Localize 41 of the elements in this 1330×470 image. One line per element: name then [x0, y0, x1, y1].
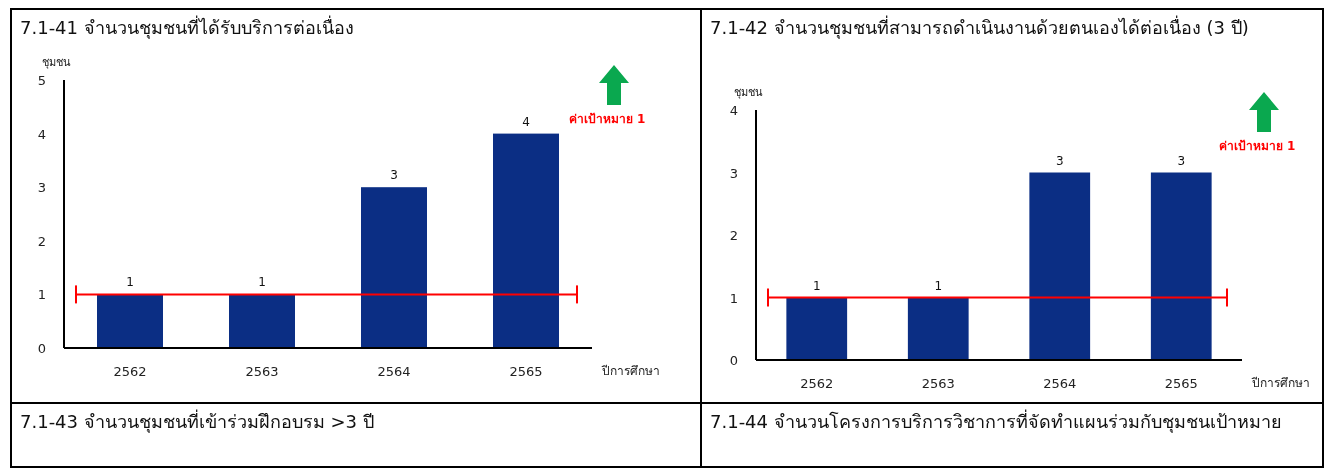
text: 7.1-43 จำนวนชุมชนที่เข้าร่วมฝึกอบรม >3 ปี — [20, 408, 375, 435]
chart-title: 7.1-42 จำนวนชุมชนที่สามารถดำเนินงานด้วยตนเองได้ต่อเนื่อง (3 ปี) — [710, 14, 1250, 41]
x-tick-label: 2564 — [1043, 376, 1077, 391]
text: 7.1-44 จำนวนโครงการบริการวิชาการที่จัดทำแผนร่วมกับชุมชนเป้าหมาย — [710, 408, 1283, 435]
x-tick-label: 2562 — [800, 376, 834, 391]
x-tick-label: 2564 — [377, 364, 411, 379]
x-tick-label: 2563 — [921, 376, 955, 391]
y-axis-title: ชุมชน — [42, 56, 71, 69]
y-tick-label: 0 — [37, 341, 47, 356]
y-tick-label: 2 — [37, 233, 47, 249]
ref-line-label: ค่าเป้าหมาย 1 — [1218, 139, 1296, 153]
x-tick-label: 2562 — [113, 364, 147, 379]
x-tick-label: 2565 — [1164, 376, 1198, 391]
bar — [361, 187, 427, 348]
y-tick-label: 4 — [729, 103, 739, 118]
y-axis-title: ชุมชน — [734, 86, 763, 99]
y-tick-label: 1 — [37, 287, 47, 303]
data-label: 1 — [812, 278, 821, 293]
x-tick-label: 2565 — [509, 364, 543, 379]
y-tick-label: 3 — [37, 180, 47, 196]
x-tick-label: 2563 — [245, 364, 279, 379]
data-label: 3 — [390, 168, 398, 183]
x-axis-title: ปีการศึกษา — [601, 364, 660, 378]
data-label: 4 — [522, 114, 530, 129]
y-tick-label: 0 — [729, 353, 739, 368]
data-label: 3 — [1055, 153, 1064, 168]
y-tick-label: 2 — [729, 228, 739, 243]
data-label: 1 — [126, 275, 134, 290]
ref-line-label: ค่าเป้าหมาย 1 — [568, 111, 646, 126]
x-axis-title: ปีการศึกษา — [1251, 376, 1310, 390]
bar — [229, 294, 295, 348]
data-label: 1 — [258, 275, 266, 290]
bar — [493, 133, 559, 348]
y-tick-label: 1 — [729, 290, 739, 306]
bar — [97, 294, 163, 348]
y-tick-label: 4 — [37, 126, 47, 142]
data-label: 3 — [1177, 153, 1186, 168]
y-tick-label: 3 — [729, 165, 739, 181]
y-tick-label: 5 — [37, 73, 47, 88]
chart-title: 7.1-41 จำนวนชุมชนที่ได้รับบริการต่อเนื่อง — [20, 14, 355, 41]
data-label: 1 — [934, 278, 943, 293]
